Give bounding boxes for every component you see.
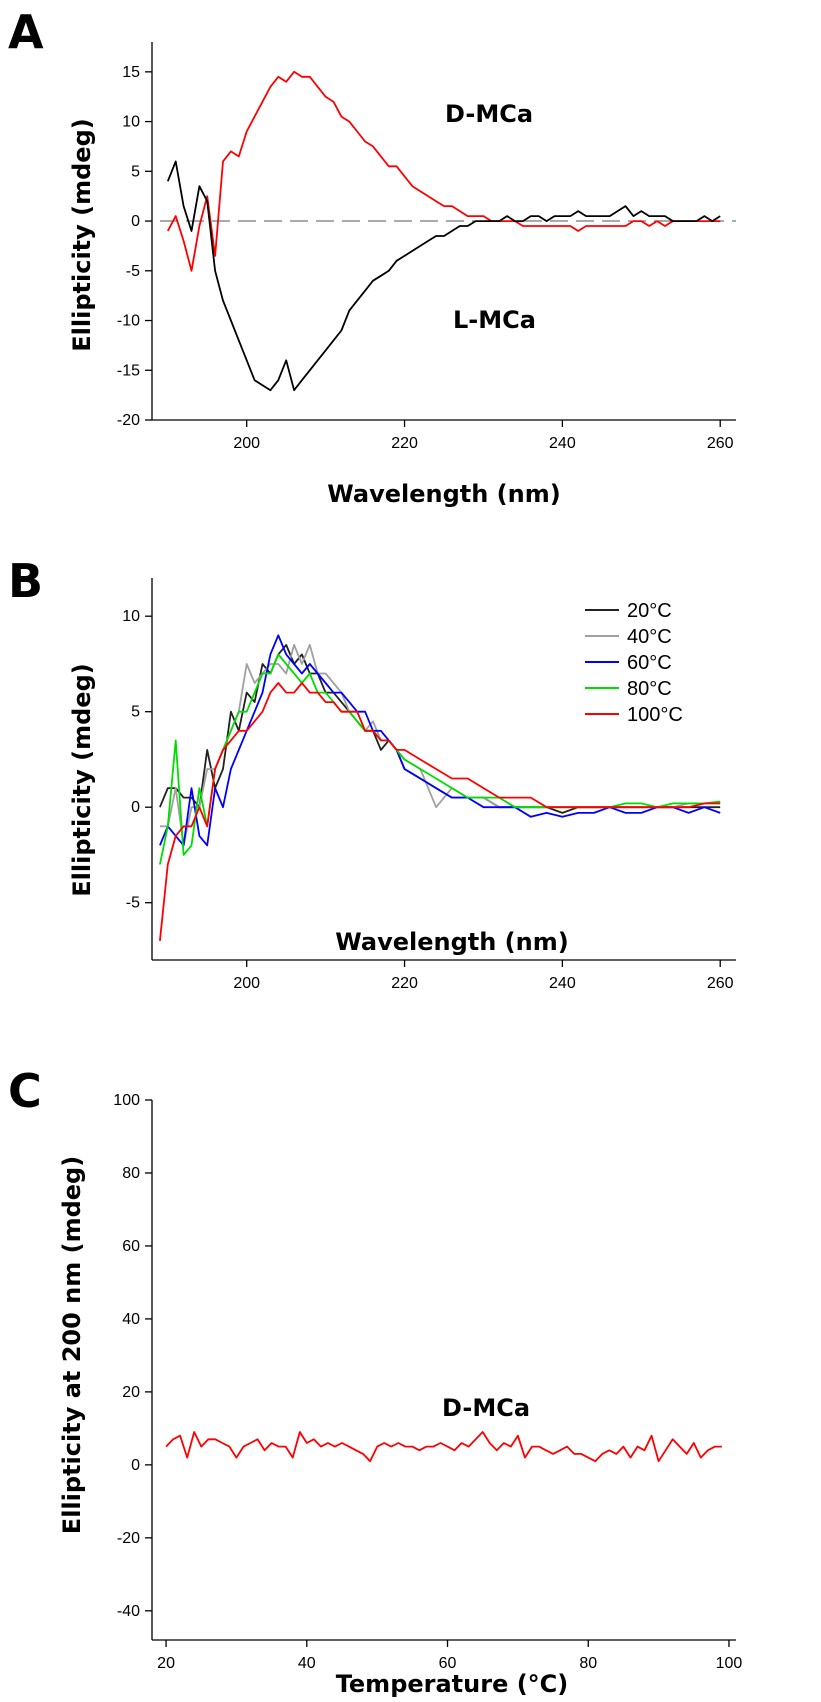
series-line-1 bbox=[166, 160, 721, 392]
legend-label: 20°C bbox=[627, 600, 672, 622]
panel-letter-b: B bbox=[8, 554, 43, 608]
x-tick-label: 40 bbox=[298, 1655, 316, 1672]
y-tick-label: -40 bbox=[117, 1603, 140, 1620]
x-tick-label: 260 bbox=[707, 435, 734, 452]
y-tick-label: -15 bbox=[117, 362, 140, 379]
legend-label: 60°C bbox=[627, 652, 672, 674]
panel-letter-a: A bbox=[8, 5, 44, 59]
x-tick-label: 220 bbox=[391, 435, 418, 452]
y-tick-label: -5 bbox=[126, 895, 140, 912]
x-tick-label: 80 bbox=[579, 1655, 597, 1672]
y-tick-label: 0 bbox=[131, 799, 140, 816]
legend-label: 40°C bbox=[627, 626, 672, 648]
legend-label: 80°C bbox=[627, 678, 672, 700]
panel-letter-c: C bbox=[8, 1064, 42, 1118]
panel-c-plot: -40 -20 0 20 40 60 80 100 20 40 60 80 100 bbox=[113, 1092, 742, 1672]
y-tick-label: 10 bbox=[122, 608, 140, 625]
x-tick-label: 240 bbox=[549, 975, 576, 992]
y-tick-label: 5 bbox=[131, 704, 140, 721]
y-tick-label: 80 bbox=[122, 1165, 140, 1182]
panel-a-annotation-d-mca: D-MCa bbox=[445, 100, 533, 128]
series-line-40C bbox=[159, 644, 721, 847]
x-tick-label: 20 bbox=[157, 1655, 175, 1672]
x-tick-label: 200 bbox=[233, 435, 260, 452]
y-tick-label: -10 bbox=[117, 313, 140, 330]
panel-b-plot: -5 0 5 10 200 220 240 260 20°C 40°C 60°C 80°C 100°C bbox=[122, 578, 736, 992]
y-tick-label: 0 bbox=[131, 1457, 140, 1474]
x-tick-label: 240 bbox=[549, 435, 576, 452]
y-tick-label: -5 bbox=[126, 263, 140, 280]
y-tick-label: 0 bbox=[131, 213, 140, 230]
y-tick-label: 60 bbox=[122, 1238, 140, 1255]
panel-b-x-axis-title: Wavelength (nm) bbox=[335, 928, 568, 956]
panel-c-y-axis-title: Ellipticity at 200 nm (mdeg) bbox=[58, 1156, 86, 1534]
panel-c-x-axis-title: Temperature (°C) bbox=[336, 1670, 569, 1698]
y-tick-label: 10 bbox=[122, 114, 140, 131]
y-tick-label: 5 bbox=[131, 163, 140, 180]
y-tick-label: 100 bbox=[113, 1092, 140, 1109]
y-tick-label: 40 bbox=[122, 1311, 140, 1328]
panel-b-y-axis-title: Ellipticity (mdeg) bbox=[68, 663, 96, 896]
y-tick-label: 15 bbox=[122, 64, 140, 81]
panel-a-plot: -20 -15 -10 -5 0 5 10 15 200 220 240 260 bbox=[117, 42, 736, 452]
series-line-100C bbox=[159, 682, 721, 941]
x-tick-label: 260 bbox=[707, 975, 734, 992]
x-tick-label: 220 bbox=[391, 975, 418, 992]
x-tick-label: 100 bbox=[716, 1655, 743, 1672]
series-line-0 bbox=[165, 1431, 722, 1463]
panel-a-annotation-l-mca: L-MCa bbox=[453, 306, 536, 334]
panel-a-y-axis-title: Ellipticity (mdeg) bbox=[68, 118, 96, 351]
y-tick-label: -20 bbox=[117, 412, 140, 429]
y-tick-label: -20 bbox=[117, 1530, 140, 1547]
legend-label: 100°C bbox=[627, 704, 683, 726]
x-tick-label: 200 bbox=[233, 975, 260, 992]
y-tick-label: 20 bbox=[122, 1384, 140, 1401]
panel-c-annotation-d-mca: D-MCa bbox=[442, 1394, 530, 1422]
series-line-60C bbox=[159, 634, 721, 847]
x-tick-label: 60 bbox=[439, 1655, 457, 1672]
panel-a-x-axis-title: Wavelength (nm) bbox=[327, 480, 560, 508]
series-line-0 bbox=[167, 70, 721, 272]
